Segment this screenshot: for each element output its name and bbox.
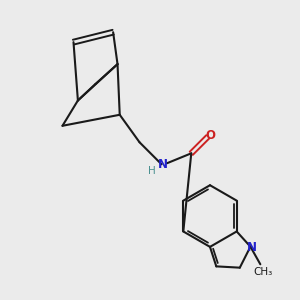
Text: CH₃: CH₃ <box>253 267 272 277</box>
Text: O: O <box>205 129 215 142</box>
Text: H: H <box>148 166 155 176</box>
Text: N: N <box>247 241 256 254</box>
Text: N: N <box>158 158 168 171</box>
